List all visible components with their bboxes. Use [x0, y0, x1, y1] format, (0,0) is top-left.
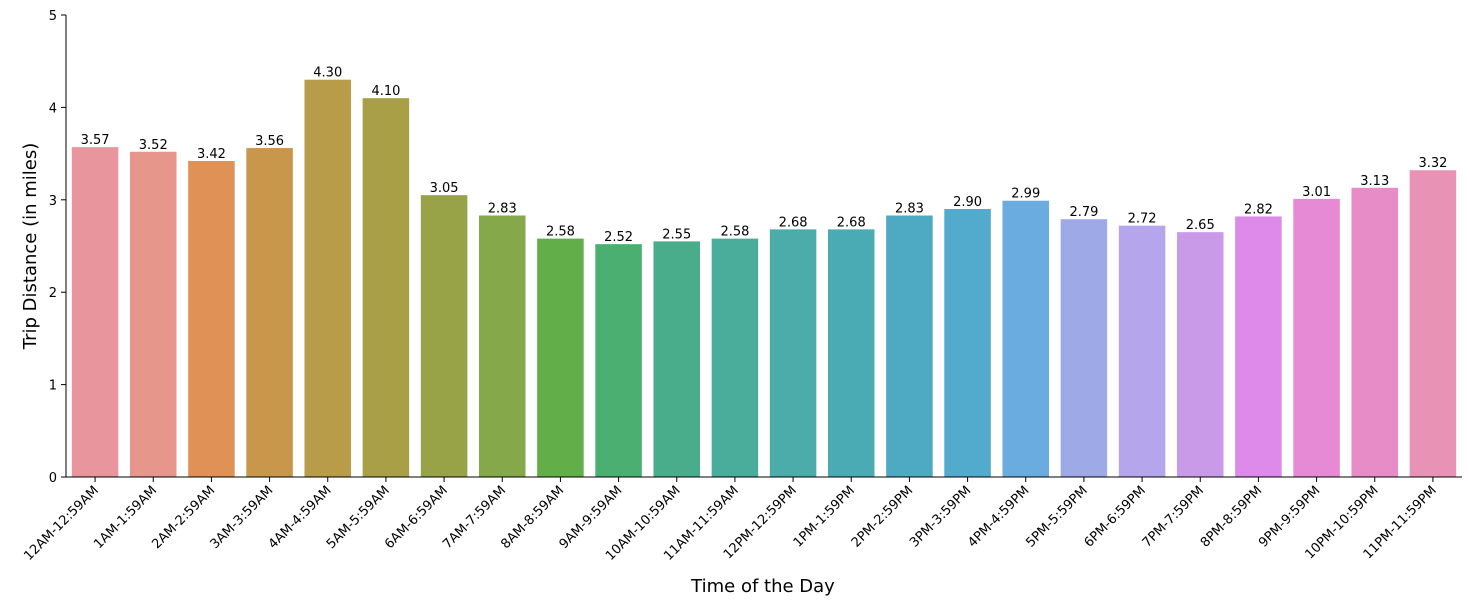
bar-value-label: 2.52 [604, 230, 633, 245]
bar [362, 98, 410, 477]
bar [478, 215, 526, 477]
bar-value-label: 2.90 [953, 195, 982, 210]
bar-value-label: 4.10 [371, 84, 400, 99]
bar-value-label: 2.79 [1069, 205, 1098, 220]
bar [1002, 200, 1050, 477]
bar [886, 215, 933, 477]
y-tick-label: 1 [49, 379, 57, 394]
bar-value-label: 2.83 [488, 202, 517, 217]
bar-value-label: 3.52 [139, 138, 168, 153]
bar-value-label: 2.72 [1128, 212, 1157, 227]
bar-value-label: 3.13 [1360, 174, 1389, 189]
y-tick-label: 2 [49, 286, 57, 301]
bar [1176, 232, 1224, 477]
bar-value-label: 3.57 [81, 133, 110, 148]
bar [827, 229, 875, 477]
bar [711, 238, 759, 477]
x-tick-label: 5PM-5:59PM [1023, 483, 1090, 550]
bar [1351, 187, 1399, 477]
bar-value-label: 3.56 [255, 134, 284, 149]
bar [537, 238, 584, 477]
bar [595, 244, 642, 477]
bar-value-label: 2.58 [720, 225, 749, 240]
bar [129, 151, 177, 477]
bar-value-label: 4.30 [313, 66, 342, 81]
x-tick-label: 3PM-3:59PM [907, 483, 974, 550]
x-tick-label: 2PM-2:59PM [849, 483, 916, 550]
x-tick-label: 8PM-8:59PM [1198, 483, 1265, 550]
bar-value-label: 2.65 [1186, 218, 1215, 233]
bar-value-label: 3.05 [430, 181, 459, 196]
bar-value-label: 2.55 [662, 227, 691, 242]
bar [1118, 225, 1166, 477]
y-tick-label: 3 [49, 194, 57, 209]
y-tick-label: 4 [49, 101, 57, 116]
bar [1235, 216, 1282, 477]
x-tick-label: 6PM-6:59PM [1082, 483, 1149, 550]
bar [420, 195, 468, 477]
bar-value-label: 3.01 [1302, 185, 1331, 200]
bar [653, 241, 701, 477]
y-axis-title: Trip Distance (in miles) [20, 143, 41, 351]
bar [1409, 170, 1457, 477]
bar [71, 147, 119, 477]
y-axis: 0 1 2 3 4 5 [49, 9, 67, 486]
bar-value-label: 3.42 [197, 147, 226, 162]
bar-value-label: 2.68 [779, 215, 808, 230]
bar [188, 160, 235, 477]
y-tick-label: 5 [49, 9, 57, 24]
bar-value-label: 2.82 [1244, 202, 1273, 217]
bar-value-label: 2.83 [895, 202, 924, 217]
x-tick-label: 1PM-1:59PM [791, 483, 858, 550]
bar [246, 148, 293, 477]
value-labels-group: 3.57 3.52 3.42 3.56 4.30 4.10 3.05 2.83 2.58 2.52… [81, 66, 1448, 245]
bar [1293, 198, 1340, 477]
x-tick-label: 12AM-12:59AM [21, 483, 102, 564]
bar-value-label: 2.58 [546, 225, 575, 240]
bar [769, 229, 817, 477]
bar [304, 79, 352, 478]
bar-value-label: 2.68 [837, 215, 866, 230]
bars-group [71, 79, 1457, 478]
x-axis: 12AM-12:59AM1AM-1:59AM2AM-2:59AM3AM-3:59… [21, 476, 1462, 564]
x-axis-title: Time of the Day [690, 576, 835, 597]
x-tick-label: 7PM-7:59PM [1140, 483, 1207, 550]
bar-value-label: 2.99 [1011, 187, 1040, 202]
bar-value-label: 3.32 [1418, 156, 1447, 171]
x-tick-label: 4PM-4:59PM [965, 483, 1032, 550]
bar [944, 209, 991, 478]
bar [1060, 219, 1108, 478]
y-tick-label: 0 [49, 471, 57, 486]
